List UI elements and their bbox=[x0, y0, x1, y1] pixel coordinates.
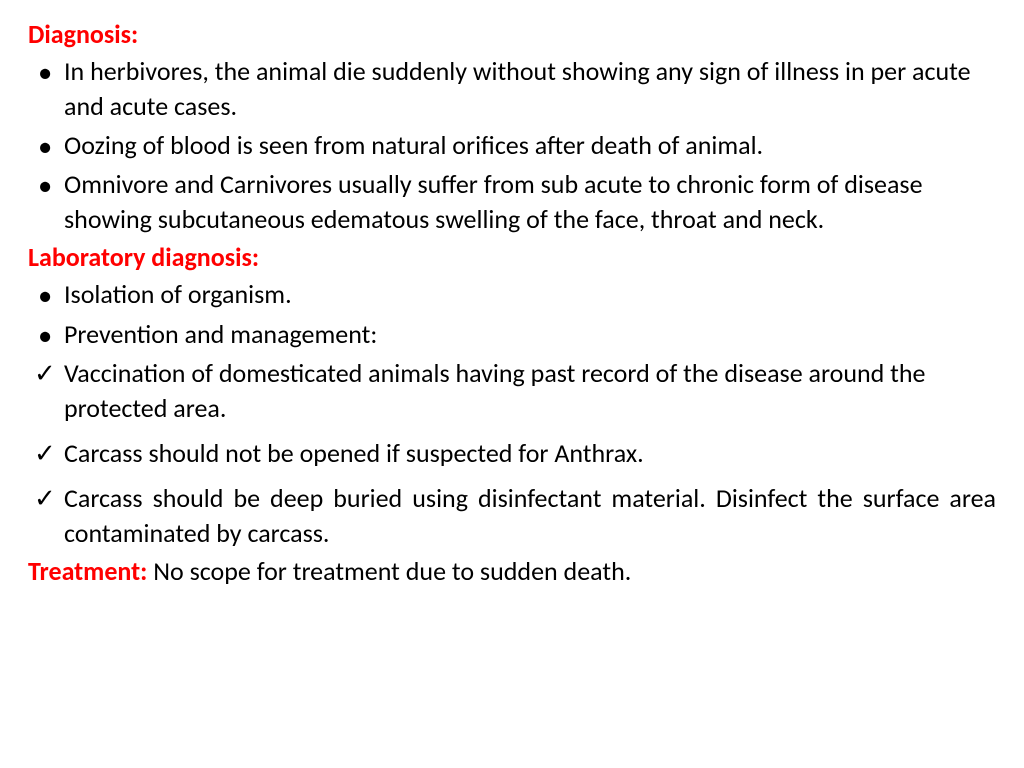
list-item: Omnivore and Carnivores usually suffer f… bbox=[28, 167, 996, 237]
treatment-line: Treatment: No scope for treatment due to… bbox=[28, 555, 996, 587]
treatment-heading: Treatment: bbox=[28, 555, 153, 587]
lab-list: Isolation of organism. Prevention and ma… bbox=[28, 277, 996, 351]
slide-content: Diagnosis: In herbivores, the animal die… bbox=[28, 18, 996, 587]
list-item: Vaccination of domesticated animals havi… bbox=[28, 356, 996, 426]
diagnosis-list: In herbivores, the animal die suddenly w… bbox=[28, 54, 996, 237]
list-item: In herbivores, the animal die suddenly w… bbox=[28, 54, 996, 124]
list-item: Oozing of blood is seen from natural ori… bbox=[28, 128, 996, 163]
list-item: Prevention and management: bbox=[28, 317, 996, 352]
lab-diagnosis-heading: Laboratory diagnosis: bbox=[28, 241, 996, 273]
list-item: Carcass should not be opened if suspecte… bbox=[28, 436, 996, 471]
list-item: Carcass should be deep buried using disi… bbox=[28, 481, 996, 551]
list-item: Isolation of organism. bbox=[28, 277, 996, 312]
treatment-text: No scope for treatment due to sudden dea… bbox=[153, 555, 631, 587]
diagnosis-heading: Diagnosis: bbox=[28, 18, 996, 50]
prevention-list: Vaccination of domesticated animals havi… bbox=[28, 356, 996, 551]
